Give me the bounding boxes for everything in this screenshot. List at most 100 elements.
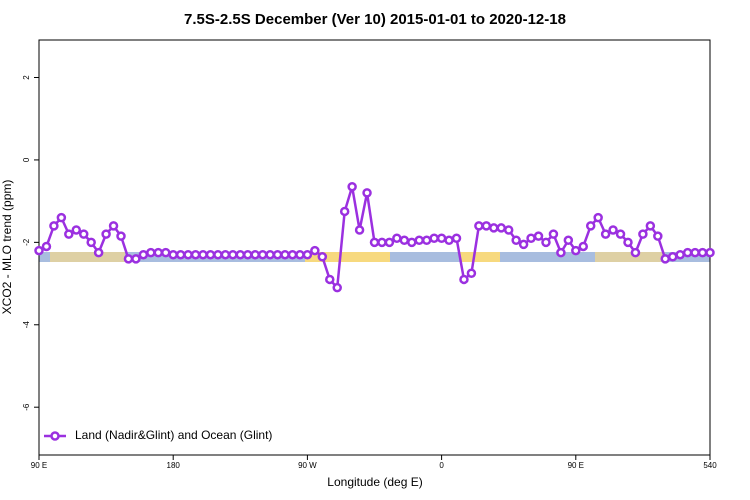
data-point <box>265 249 275 260</box>
data-point <box>86 237 96 248</box>
legend-marker <box>50 431 60 441</box>
data-point <box>56 212 67 223</box>
data-point <box>49 221 59 231</box>
data-point <box>563 235 574 246</box>
y-tick-label: -2 <box>22 238 31 246</box>
data-point <box>369 237 380 248</box>
data-point <box>496 223 506 233</box>
data-point <box>489 223 499 233</box>
data-point <box>131 254 141 264</box>
data-point <box>697 247 708 258</box>
data-point <box>347 181 357 192</box>
x-tick-label: 90 E <box>31 461 47 470</box>
y-tick-label: -6 <box>22 403 31 411</box>
data-point <box>593 212 603 223</box>
data-point <box>168 249 178 260</box>
land-ocean-strip <box>39 252 710 262</box>
data-point <box>287 249 298 260</box>
data-point <box>41 241 52 252</box>
data-point <box>585 221 596 231</box>
data-point <box>459 274 469 285</box>
data-point <box>272 249 283 260</box>
data-point <box>354 225 365 235</box>
data-point <box>638 229 648 239</box>
data-point <box>392 233 402 243</box>
data-point <box>384 237 395 248</box>
data-point <box>175 249 186 260</box>
y-tick-label: 2 <box>22 75 31 80</box>
data-point <box>608 225 618 235</box>
data-point <box>511 235 521 246</box>
data-point <box>64 229 74 239</box>
data-point <box>556 247 566 258</box>
data-point <box>71 225 82 235</box>
data-point <box>623 237 633 248</box>
data-point <box>93 247 104 258</box>
data-point <box>451 233 462 243</box>
x-tick-label: 90 W <box>298 461 317 470</box>
x-tick-label: 180 <box>167 461 181 470</box>
data-point <box>310 245 320 256</box>
data-point <box>444 235 454 246</box>
x-tick-label: 540 <box>703 461 717 470</box>
data-point <box>198 249 208 260</box>
data-point <box>123 254 134 264</box>
data-point <box>548 229 559 239</box>
data-point <box>108 221 119 231</box>
data-point <box>481 221 492 231</box>
chart-title: 7.5S-2.5S December (Ver 10) 2015-01-01 t… <box>184 11 566 28</box>
y-axis-label: XCO2 - MLO trend (ppm) <box>0 180 14 315</box>
data-point <box>421 235 432 246</box>
data-point <box>339 206 350 217</box>
data-point <box>429 233 439 243</box>
data-point <box>571 245 581 256</box>
data-point <box>399 235 410 246</box>
data-point <box>705 247 715 258</box>
data-point <box>474 221 484 231</box>
y-tick-label: 0 <box>22 157 31 162</box>
data-point <box>578 241 589 252</box>
data-point <box>600 229 611 239</box>
data-point <box>526 233 536 243</box>
plot-frame <box>38 39 711 456</box>
series-line <box>38 186 710 291</box>
data-point <box>667 252 678 262</box>
x-axis-label: Longitude (deg E) <box>327 475 422 489</box>
data-point <box>325 274 335 285</box>
data-point <box>146 247 156 258</box>
data-point <box>518 239 529 250</box>
data-point <box>362 188 372 198</box>
data-point <box>213 249 223 260</box>
data-point <box>228 249 238 260</box>
data-point <box>302 249 313 260</box>
data-point <box>243 249 253 260</box>
data-point <box>332 282 342 293</box>
data-point <box>190 249 201 260</box>
legend-label: Land (Nadir&Glint) and Ocean (Glint) <box>75 428 272 442</box>
data-point <box>615 229 626 239</box>
data-point <box>116 231 126 241</box>
data-point <box>541 237 551 248</box>
data-point <box>183 249 193 260</box>
data-point <box>235 249 246 260</box>
data-point <box>78 229 89 239</box>
data-point <box>280 249 290 260</box>
data-point <box>160 247 171 258</box>
data-point <box>257 249 268 260</box>
data-point <box>153 247 164 258</box>
data-point <box>682 247 693 258</box>
data-point <box>414 235 424 246</box>
data-point <box>660 254 671 264</box>
data-point <box>407 237 417 248</box>
data-point <box>250 249 260 260</box>
data-point <box>645 221 656 231</box>
data-point <box>503 225 514 235</box>
data-point <box>533 231 544 241</box>
data-point <box>653 231 663 241</box>
data-point <box>101 229 111 239</box>
data-point <box>466 268 477 279</box>
data-point <box>436 233 447 243</box>
x-tick-label: 90 E <box>568 461 584 470</box>
